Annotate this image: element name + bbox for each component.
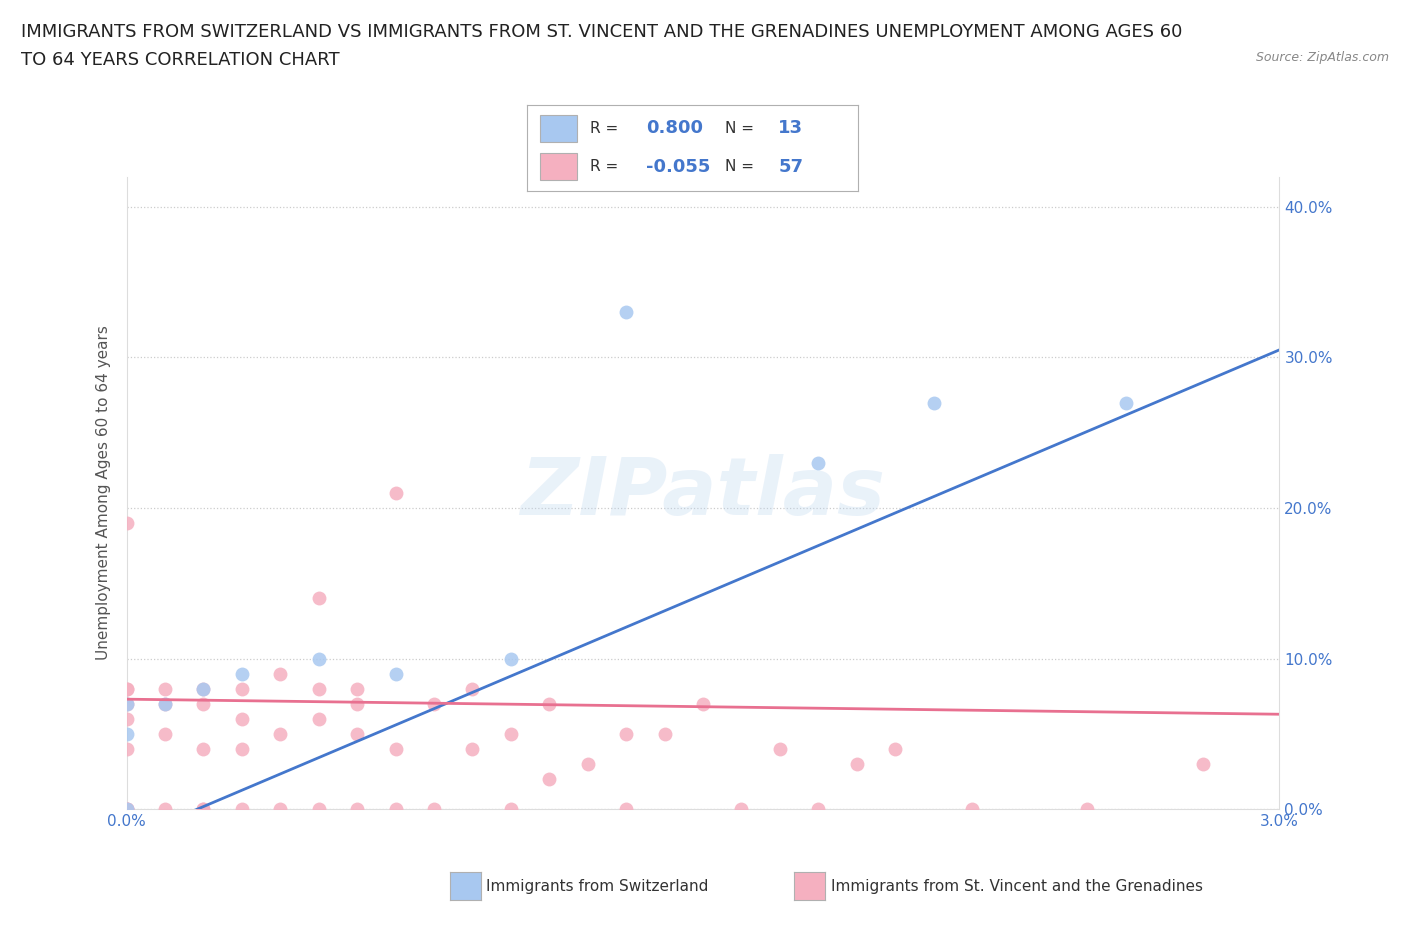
Point [308,651,330,666]
Point [769,741,792,756]
Point [346,681,368,696]
Point [115,726,138,741]
Text: -0.055: -0.055 [647,158,710,176]
Text: TO 64 YEARS CORRELATION CHART: TO 64 YEARS CORRELATION CHART [21,51,340,69]
Text: Source: ZipAtlas.com: Source: ZipAtlas.com [1256,51,1389,64]
Point [115,681,138,696]
Point [115,741,138,756]
Point [730,802,752,817]
Point [231,666,253,681]
Point [654,726,676,741]
Point [231,711,253,726]
Point [346,726,368,741]
Text: N =: N = [725,121,759,136]
Point [115,515,138,530]
Point [384,802,406,817]
Point [153,681,176,696]
Text: IMMIGRANTS FROM SWITZERLAND VS IMMIGRANTS FROM ST. VINCENT AND THE GRENADINES UN: IMMIGRANTS FROM SWITZERLAND VS IMMIGRANT… [21,23,1182,41]
Point [193,681,215,696]
Point [153,802,176,817]
Point [499,726,522,741]
Point [308,681,330,696]
Bar [540,153,576,180]
Text: N =: N = [725,159,759,174]
Point [614,802,637,817]
Point [614,305,637,320]
Text: Immigrants from Switzerland: Immigrants from Switzerland [486,879,709,894]
Point [692,697,714,711]
Point [115,802,138,817]
Point [115,697,138,711]
Point [308,711,330,726]
Point [538,772,561,787]
Point [1115,395,1137,410]
Point [461,681,484,696]
Point [153,697,176,711]
Text: R =: R = [591,159,623,174]
Point [115,802,138,817]
Text: 0.800: 0.800 [647,119,703,138]
Point [115,697,138,711]
Point [1076,802,1098,817]
Point [269,802,291,817]
Text: ZIPatlas: ZIPatlas [520,454,886,532]
Point [346,697,368,711]
Point [614,726,637,741]
Text: 13: 13 [779,119,803,138]
Point [538,697,561,711]
Text: 57: 57 [779,158,803,176]
Point [269,726,291,741]
Point [499,802,522,817]
Text: Immigrants from St. Vincent and the Grenadines: Immigrants from St. Vincent and the Gren… [831,879,1204,894]
Point [231,741,253,756]
Point [231,681,253,696]
Point [960,802,983,817]
Point [845,756,868,771]
Point [807,802,830,817]
Point [922,395,945,410]
Point [231,802,253,817]
Point [384,485,406,500]
Point [423,802,446,817]
Point [153,697,176,711]
Point [193,802,215,817]
Text: R =: R = [591,121,623,136]
Point [884,741,907,756]
Point [193,697,215,711]
Point [423,697,446,711]
Point [308,591,330,605]
Point [1191,756,1213,771]
Point [576,756,599,771]
Point [193,741,215,756]
Bar [540,114,576,142]
Point [461,741,484,756]
Point [384,741,406,756]
Point [193,802,215,817]
Point [499,651,522,666]
Point [193,681,215,696]
Point [115,802,138,817]
Point [384,666,406,681]
Point [346,802,368,817]
Y-axis label: Unemployment Among Ages 60 to 64 years: Unemployment Among Ages 60 to 64 years [96,326,111,660]
Point [269,666,291,681]
Point [153,726,176,741]
Point [115,681,138,696]
Point [807,456,830,471]
Point [115,711,138,726]
Point [308,802,330,817]
Point [115,802,138,817]
